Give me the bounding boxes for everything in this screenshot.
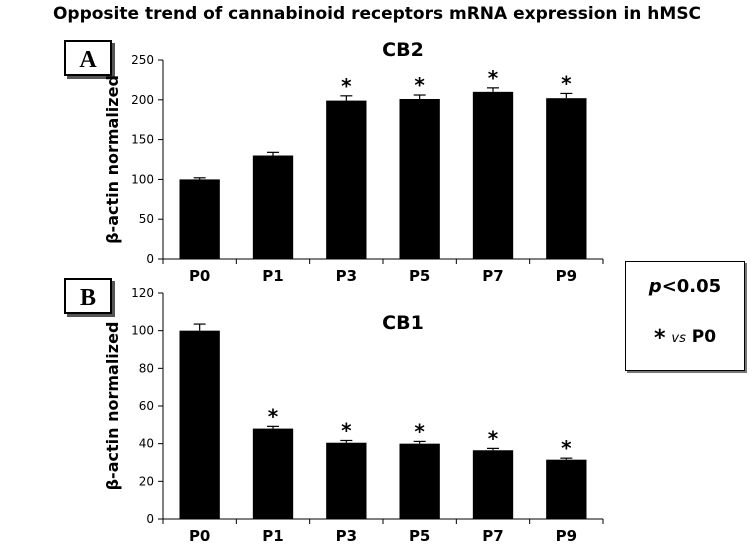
cb1-y-tick-label: 80 <box>139 361 154 375</box>
cb1-y-tick-label: 0 <box>146 512 154 526</box>
cb2-y-tick-label: 150 <box>131 133 154 147</box>
cb1-y-tick-label: 20 <box>139 474 154 488</box>
cb2-bar-p1 <box>252 155 294 259</box>
cb1-chart-title: CB1 <box>382 312 424 334</box>
cb1-significance-star-p1: * <box>268 404 279 428</box>
cb2-y-tick-label: 200 <box>131 93 154 107</box>
cb1-bar-p7 <box>472 450 514 519</box>
cb1-bar-p3 <box>326 442 367 519</box>
cb1-category-label-p7: P7 <box>482 527 503 545</box>
panel-label-a: A <box>64 40 112 76</box>
cb1-significance-star-p9: * <box>561 436 572 460</box>
cb2-category-label-p3: P3 <box>336 267 357 285</box>
cb1-y-tick-label: 100 <box>131 324 154 338</box>
cb1-category-label-p9: P9 <box>556 527 577 545</box>
cb2-bar-p5 <box>399 99 440 259</box>
cb1-bar-p9 <box>546 459 587 519</box>
cb2-category-label-p7: P7 <box>482 267 503 285</box>
p-value-label: p<0.05 <box>626 276 744 297</box>
cb2-bar-p7 <box>472 91 514 259</box>
page-title: Opposite trend of cannabinoid receptors … <box>52 4 702 24</box>
cb2-category-label-p5: P5 <box>409 267 430 285</box>
cb2-significance-star-p7: * <box>488 66 499 90</box>
cb1-bar-p5 <box>399 443 440 519</box>
cb1-significance-star-p5: * <box>414 419 425 443</box>
significance-reference: * vs P0 <box>626 326 744 351</box>
cb1-category-label-p5: P5 <box>409 527 430 545</box>
cb1-y-tick-label: 60 <box>139 399 154 413</box>
cb2-category-label-p9: P9 <box>556 267 577 285</box>
cb2-significance-star-p3: * <box>341 74 352 98</box>
cb2-bar-p0 <box>179 179 220 259</box>
p-symbol: p <box>648 276 662 297</box>
cb2-bar-p3 <box>326 100 367 259</box>
reference-label: P0 <box>691 327 717 347</box>
cb1-category-label-p0: P0 <box>189 527 210 545</box>
vs-label: vs <box>671 331 686 346</box>
star-symbol: * <box>653 326 666 351</box>
p-threshold: <0.05 <box>661 276 722 297</box>
cb1-category-label-p3: P3 <box>336 527 357 545</box>
cb2-significance-star-p9: * <box>561 71 572 95</box>
cb1-significance-star-p3: * <box>341 418 352 442</box>
cb1-significance-star-p7: * <box>488 426 499 450</box>
cb2-bar-p9 <box>546 98 587 259</box>
cb2-chart-title: CB2 <box>382 39 424 61</box>
cb2-y-tick-label: 0 <box>146 252 154 266</box>
panel-label-b: B <box>64 278 112 314</box>
cb2-y-tick-label: 50 <box>139 212 154 226</box>
cb1-y-tick-label: 40 <box>139 437 154 451</box>
significance-legend: p<0.05 * vs P0 <box>625 261 745 371</box>
cb1-category-label-p1: P1 <box>262 527 283 545</box>
cb2-category-label-p1: P1 <box>262 267 283 285</box>
cb2-category-label-p0: P0 <box>189 267 210 285</box>
cb1-bar-p1 <box>252 428 294 519</box>
cb2-significance-star-p5: * <box>414 73 425 97</box>
cb1-y-axis-label: β-actin normalized <box>103 322 122 491</box>
cb1-y-tick-label: 120 <box>131 286 154 300</box>
cb1-bar-p0 <box>179 330 220 519</box>
cb2-y-tick-label: 100 <box>131 172 154 186</box>
cb2-y-tick-label: 250 <box>131 53 154 67</box>
cb2-y-axis-label: β-actin normalized <box>103 75 122 244</box>
